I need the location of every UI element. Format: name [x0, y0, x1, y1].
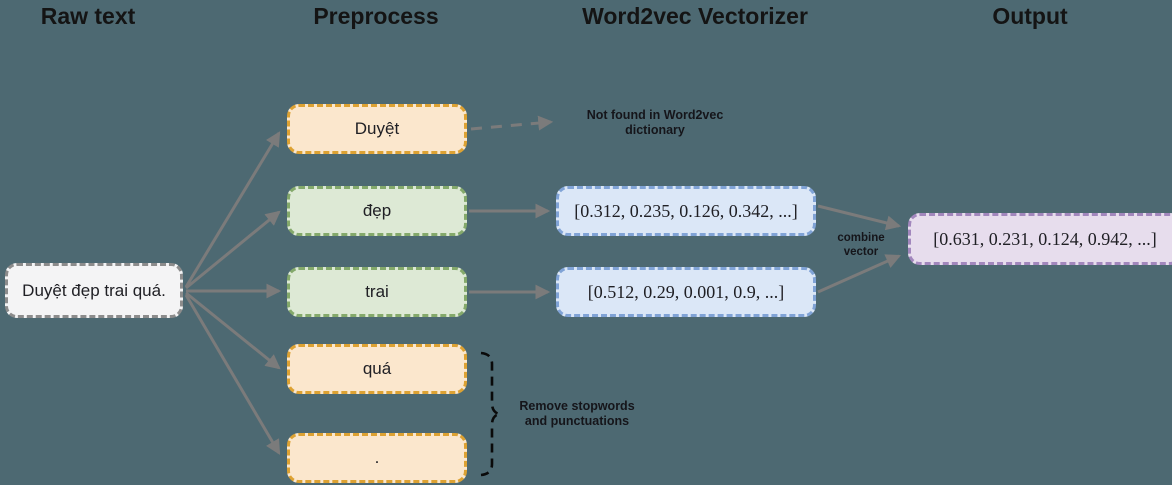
arrow-duyet-not-found [470, 115, 554, 131]
vector-label-dep: [0.312, 0.235, 0.126, 0.342, ...] [574, 200, 798, 221]
arrow-raw-to-dot [184, 294, 281, 455]
vector-node-trai: [0.512, 0.29, 0.001, 0.9, ...] [556, 267, 816, 317]
token-label-duyet: Duyệt [354, 119, 400, 138]
remove-line1: Remove stopwords [519, 399, 635, 413]
token-node-period: . [287, 433, 467, 483]
output-vector-label: [0.631, 0.231, 0.124, 0.942, ...] [933, 228, 1157, 249]
not-found-line2: dictionary [625, 123, 685, 137]
token-label-period: . [374, 448, 380, 467]
token-node-dep: đẹp [287, 186, 467, 236]
vector-node-dep: [0.312, 0.235, 0.126, 0.342, ...] [556, 186, 816, 236]
not-found-line1: Not found in Word2vec [586, 108, 724, 122]
token-node-duyet: Duyệt [287, 104, 467, 154]
vector-label-trai: [0.512, 0.29, 0.001, 0.9, ...] [587, 281, 785, 302]
token-label-qua: quá [362, 359, 392, 378]
combine-line1: combine [837, 232, 885, 244]
token-node-trai: trai [287, 267, 467, 317]
arrow-raw-to-qua [185, 291, 281, 370]
combine-line2: vector [843, 245, 879, 258]
combine-vector-annotation: combine vector [837, 232, 884, 259]
remove-line2: and punctuations [524, 414, 630, 428]
token-node-qua: quá [287, 344, 467, 394]
raw-text-label: Duyệt đẹp trai quá. [22, 280, 166, 300]
column-header-output: Output [992, 3, 1068, 29]
arrow-vector1-to-output [817, 204, 902, 231]
token-label-dep: đẹp [362, 201, 392, 220]
arrow-raw-to-dep [185, 210, 281, 290]
column-header-preprocess: Preprocess [313, 3, 439, 29]
token-label-trai: trai [365, 282, 389, 301]
arrow-vector2-to-output [817, 254, 902, 294]
brace-stopwords [480, 351, 501, 477]
raw-text-node: Duyệt đẹp trai quá. [5, 263, 183, 318]
output-vector-node: [0.631, 0.231, 0.124, 0.942, ...] [908, 213, 1172, 265]
remove-stopwords-annotation: Remove stopwords and punctuations [519, 399, 634, 429]
arrow-raw-to-duyet [184, 131, 281, 288]
not-found-annotation: Not found in Word2vec dictionary [587, 108, 724, 138]
column-header-vectorizer: Word2vec Vectorizer [582, 3, 808, 29]
column-header-raw-text: Raw text [40, 3, 136, 29]
